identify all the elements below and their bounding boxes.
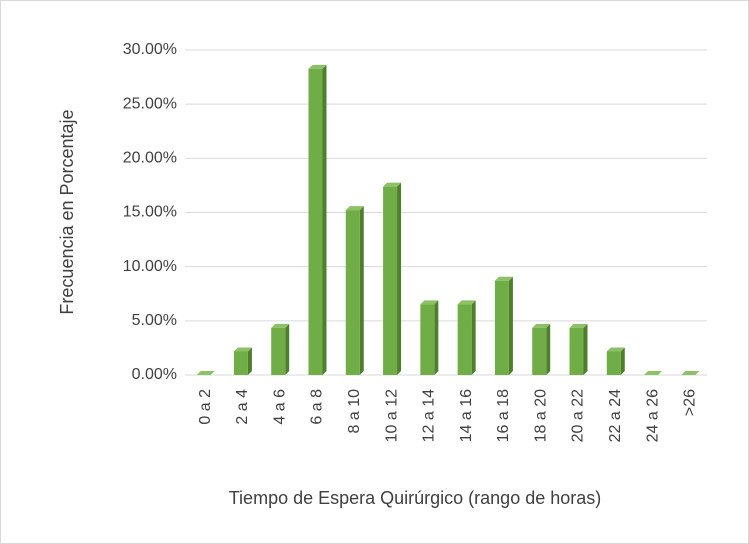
bar-side bbox=[397, 182, 402, 375]
y-tick-label: 20.00% bbox=[123, 150, 177, 167]
x-tick-label: 12 a 14 bbox=[421, 389, 438, 442]
bar bbox=[681, 371, 700, 375]
bar bbox=[457, 300, 476, 375]
y-tick-label: 15.00% bbox=[123, 204, 177, 221]
bar-front bbox=[308, 68, 323, 375]
bar-front bbox=[383, 186, 398, 375]
bar-top bbox=[644, 371, 663, 375]
x-tick-label: 16 a 18 bbox=[495, 389, 512, 442]
x-tick-label: 22 a 24 bbox=[607, 389, 624, 442]
y-tick-label: 5.00% bbox=[132, 312, 177, 329]
x-tick-label: >26 bbox=[682, 389, 699, 416]
x-tick-label: 24 a 26 bbox=[644, 389, 661, 442]
bar-top bbox=[532, 323, 551, 328]
bar bbox=[606, 347, 625, 375]
bar-side bbox=[471, 300, 476, 375]
bar-side bbox=[322, 64, 327, 375]
bar-front bbox=[271, 327, 286, 375]
bar-side bbox=[546, 323, 551, 375]
x-tick-label: 18 a 20 bbox=[532, 389, 549, 442]
bar-side bbox=[359, 206, 364, 375]
x-tick-label: 4 a 6 bbox=[271, 389, 288, 425]
bar-front bbox=[606, 351, 621, 375]
bar-top bbox=[681, 371, 700, 375]
bar-side bbox=[434, 300, 439, 375]
bar bbox=[420, 300, 439, 375]
bar-top bbox=[196, 371, 215, 375]
bar-top bbox=[420, 300, 439, 305]
bar-front bbox=[420, 304, 435, 375]
bar bbox=[233, 347, 252, 375]
bar-front bbox=[494, 280, 509, 375]
bar-top bbox=[271, 323, 290, 328]
bar-top bbox=[308, 64, 327, 69]
x-axis-title: Tiempo de Espera Quirúrgico (rango de ho… bbox=[229, 488, 602, 508]
bar-top bbox=[606, 347, 625, 352]
x-tick-label: 10 a 12 bbox=[383, 389, 400, 442]
x-tick-label: 6 a 8 bbox=[309, 389, 326, 425]
y-tick-label: 10.00% bbox=[123, 258, 177, 275]
x-tick-label: 2 a 4 bbox=[234, 389, 251, 425]
y-tick-label: 25.00% bbox=[123, 95, 177, 112]
bar bbox=[494, 276, 513, 375]
bar-top bbox=[494, 276, 513, 281]
bar-front bbox=[569, 327, 584, 375]
bar bbox=[345, 206, 364, 375]
bar-side bbox=[620, 347, 625, 375]
bar bbox=[196, 371, 215, 375]
bar bbox=[532, 323, 551, 375]
bar bbox=[308, 64, 327, 375]
bar-side bbox=[583, 323, 588, 375]
bar-top bbox=[345, 206, 364, 211]
bar-front bbox=[532, 327, 547, 375]
y-axis-title: Frecuencia en Porcentaje bbox=[57, 109, 77, 314]
bar-top bbox=[457, 300, 476, 305]
y-tick-label: 0.00% bbox=[132, 366, 177, 383]
bar bbox=[644, 371, 663, 375]
bar-side bbox=[247, 347, 252, 375]
bar bbox=[271, 323, 290, 375]
bar bbox=[383, 182, 402, 375]
x-tick-label: 14 a 16 bbox=[458, 389, 475, 442]
bar-side bbox=[508, 276, 513, 375]
bar-front bbox=[457, 304, 472, 375]
y-tick-label: 30.00% bbox=[123, 41, 177, 58]
bar-top bbox=[569, 323, 588, 328]
x-tick-label: 0 a 2 bbox=[197, 389, 214, 425]
x-tick-label: 8 a 10 bbox=[346, 389, 363, 434]
bar-front bbox=[233, 351, 248, 375]
bar-side bbox=[285, 323, 290, 375]
x-tick-label: 20 a 22 bbox=[570, 389, 587, 442]
bar bbox=[569, 323, 588, 375]
bar-front bbox=[345, 210, 360, 375]
bar-top bbox=[233, 347, 252, 352]
bar-top bbox=[383, 182, 402, 187]
